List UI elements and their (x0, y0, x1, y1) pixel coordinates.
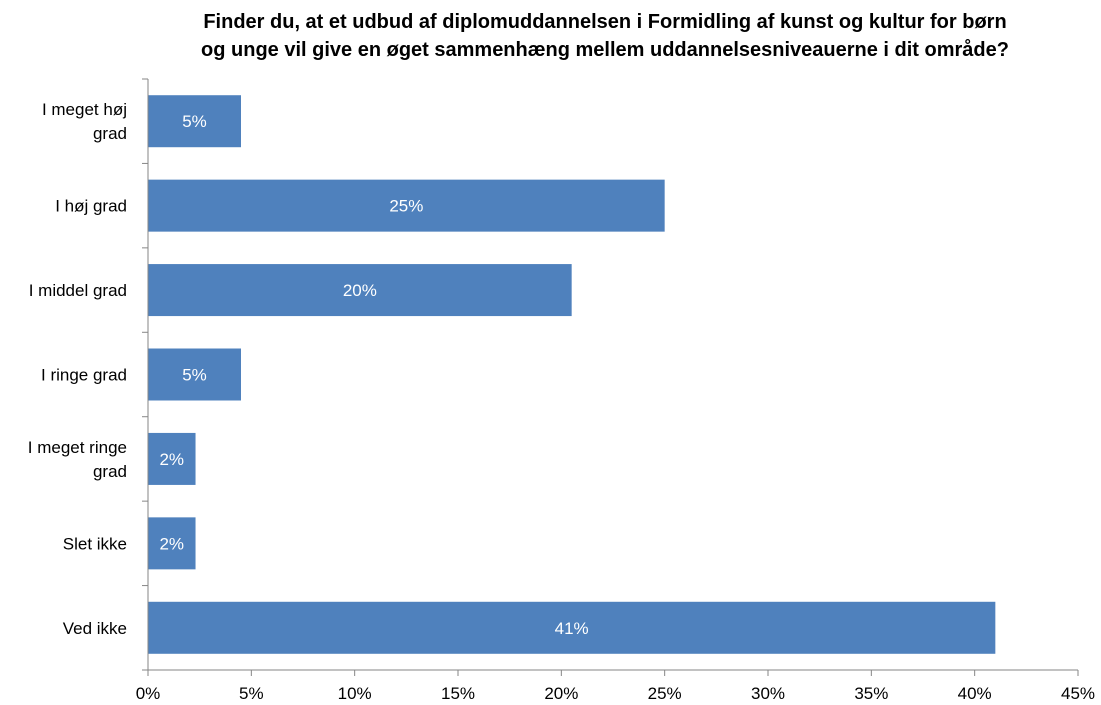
category-label: I meget ringe grad (28, 438, 127, 481)
category-label: I ringe grad (41, 366, 127, 385)
data-label: 25% (389, 197, 423, 216)
x-tick-label: 10% (338, 684, 372, 703)
category-label: I meget høj grad (42, 100, 127, 143)
chart-title-line-2: og unge vil give en øget sammenhæng mell… (201, 39, 1009, 61)
chart-title-line-1: Finder du, at et udbud af diplomuddannel… (203, 11, 1007, 33)
bar (148, 95, 241, 148)
x-tick-label: 0% (136, 684, 161, 703)
category-label: Ved ikke (63, 619, 127, 638)
chart-title: Finder du, at et udbud af diplomuddannel… (140, 8, 1070, 64)
category-label: I høj grad (55, 197, 127, 216)
x-tick-label: 20% (544, 684, 578, 703)
data-label: 2% (159, 450, 184, 469)
data-label: 5% (182, 366, 207, 385)
bar (148, 179, 665, 232)
data-label: 5% (182, 112, 207, 131)
category-label: I middel grad (29, 281, 127, 300)
data-label: 2% (159, 534, 184, 553)
bar (148, 517, 196, 570)
x-tick-label: 35% (854, 684, 888, 703)
data-label: 41% (555, 619, 589, 638)
data-label: 20% (343, 281, 377, 300)
bar (148, 264, 572, 317)
bar (148, 432, 196, 485)
x-tick-label: 40% (958, 684, 992, 703)
x-tick-label: 15% (441, 684, 475, 703)
x-tick-label: 5% (239, 684, 264, 703)
category-label: Slet ikke (63, 534, 127, 553)
x-tick-label: 45% (1061, 684, 1095, 703)
x-tick-label: 25% (648, 684, 682, 703)
bar (148, 601, 996, 654)
x-tick-label: 30% (751, 684, 785, 703)
bar (148, 348, 241, 401)
